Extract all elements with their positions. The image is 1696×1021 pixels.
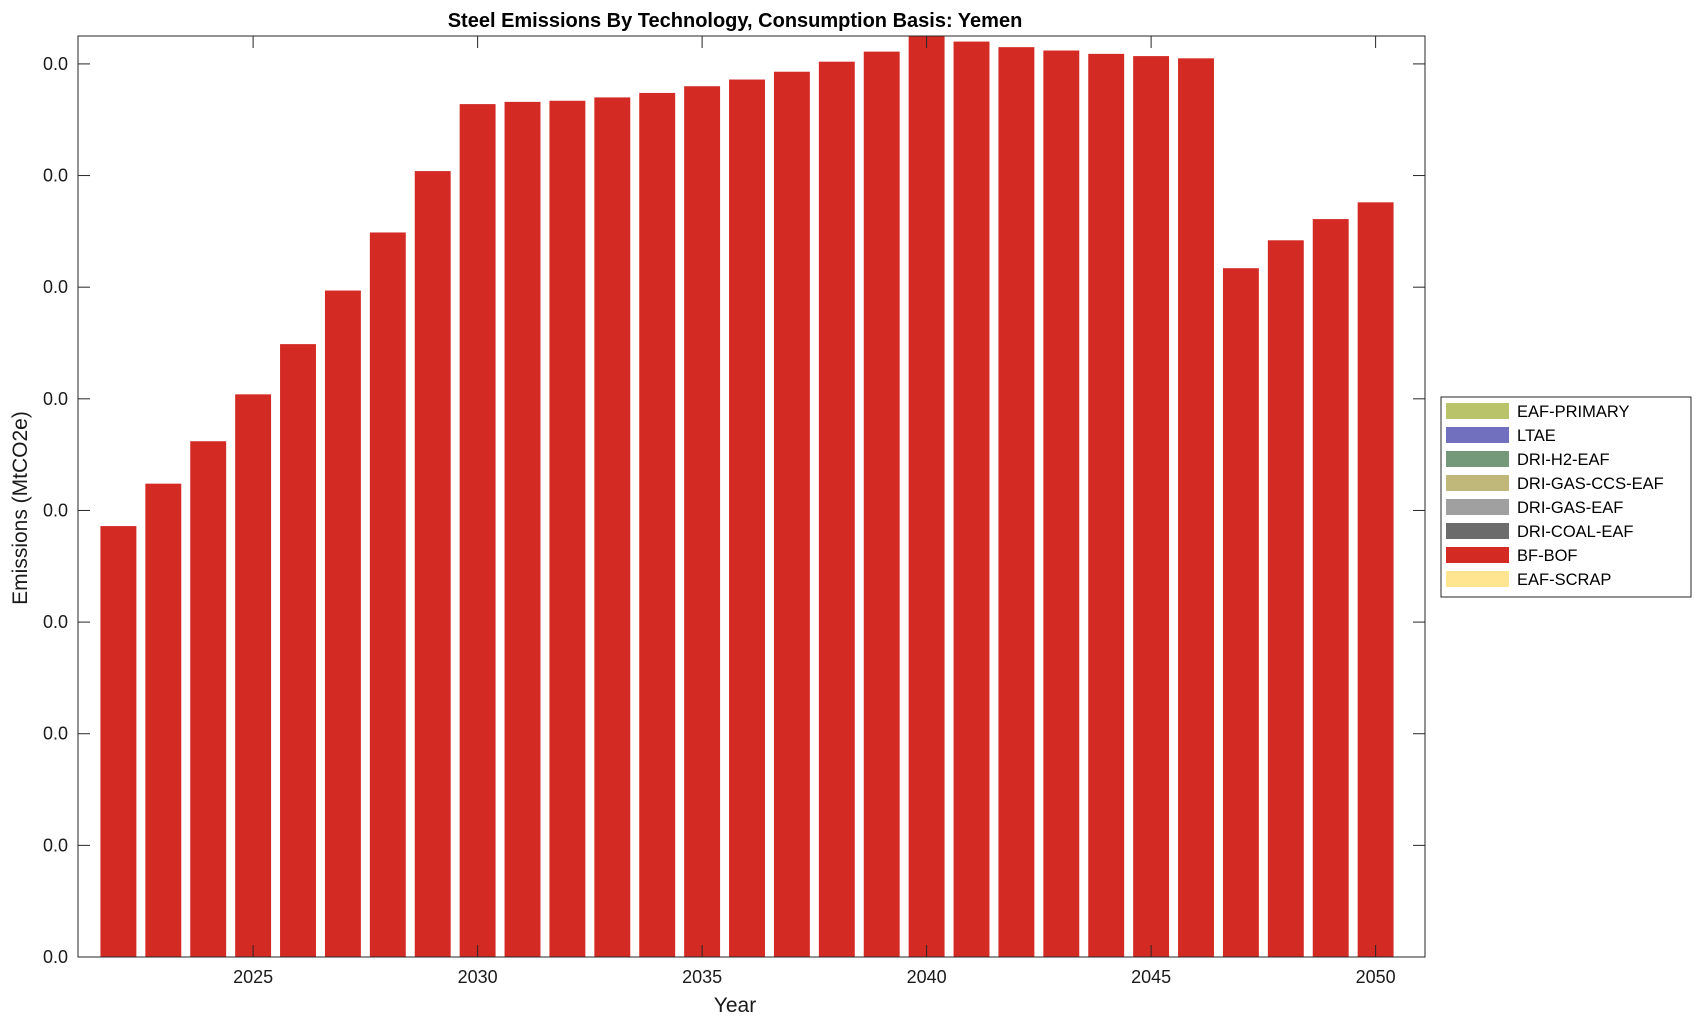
bar-bf-bof-2028 <box>369 232 406 958</box>
x-tick-label: 2050 <box>1356 967 1396 987</box>
legend-label-eaf-scrap: EAF-SCRAP <box>1517 571 1611 589</box>
legend-swatch-dri-h2-eaf <box>1446 451 1509 467</box>
bar-bf-bof-2024 <box>190 441 227 957</box>
y-tick-label: 0.0 <box>43 277 68 297</box>
bar-bf-bof-2044 <box>1088 53 1125 958</box>
x-tick-label: 2025 <box>233 967 273 987</box>
x-tick-labels: 2025 2030 2035 2040 2045 2050 <box>233 967 1396 987</box>
bar-bf-bof-2046 <box>1178 58 1214 957</box>
bar-bf-bof-2031 <box>504 101 541 958</box>
bar-bf-bof-2040 <box>908 36 945 957</box>
bar-bf-bof-2027 <box>324 290 361 957</box>
bar-bf-bof-2038 <box>818 61 855 958</box>
bar-bf-bof-2025 <box>235 394 272 958</box>
bar-bf-bof-2035 <box>684 86 721 958</box>
bar-bf-bof-2023 <box>145 483 182 957</box>
legend-swatch-bf-bof <box>1446 547 1509 563</box>
bar-bf-bof-2036 <box>729 79 765 958</box>
y-tick-label: 0.0 <box>43 724 68 744</box>
bar-bf-bof-2033 <box>594 97 631 957</box>
legend-label-dri-gas-eaf: DRI-GAS-EAF <box>1517 499 1623 517</box>
legend: EAF-PRIMARY LTAE DRI-H2-EAF DRI-GAS-CCS-EAF… <box>1440 396 1692 598</box>
legend-swatch-dri-coal-eaf <box>1446 523 1509 539</box>
bar-bf-bof-2039 <box>863 51 900 957</box>
x-tick-label: 2030 <box>458 967 498 987</box>
y-tick-label: 0.0 <box>43 835 68 855</box>
legend-swatch-dri-gas-ccs-eaf <box>1446 475 1509 491</box>
y-tick-label: 0.0 <box>43 389 68 409</box>
bar-bf-bof-2041 <box>953 41 990 957</box>
y-tick-label: 0.0 <box>43 166 68 186</box>
bars <box>100 36 1394 958</box>
bar-bf-bof-2049 <box>1312 219 1349 957</box>
bar-bf-bof-2026 <box>280 344 316 957</box>
bar-bf-bof-2042 <box>998 47 1035 958</box>
x-tick-label: 2035 <box>682 967 722 987</box>
bar-bf-bof-2048 <box>1267 240 1304 958</box>
legend-label-eaf-primary: EAF-PRIMARY <box>1517 403 1629 421</box>
legend-label-ltae: LTAE <box>1517 427 1556 445</box>
y-tick-label: 0.0 <box>43 500 68 520</box>
legend-swatch-eaf-primary <box>1446 403 1509 419</box>
legend-label-dri-coal-eaf: DRI-COAL-EAF <box>1517 523 1633 541</box>
bar-bf-bof-2032 <box>549 100 586 957</box>
legend-swatch-ltae <box>1446 427 1509 443</box>
x-axis-label: Year <box>714 994 756 1017</box>
bar-bf-bof-2047 <box>1222 268 1259 957</box>
legend-label-bf-bof: BF-BOF <box>1517 547 1578 565</box>
bar-bf-bof-2029 <box>414 171 451 957</box>
bar-bf-bof-2034 <box>639 92 676 958</box>
y-axis-label: Emissions (MtCO2e) <box>9 411 32 605</box>
bar-bf-bof-2022 <box>100 526 137 957</box>
legend-label-dri-h2-eaf: DRI-H2-EAF <box>1517 451 1610 469</box>
x-tick-label: 2045 <box>1131 967 1171 987</box>
bar-bf-bof-2037 <box>773 71 810 958</box>
y-tick-label: 0.0 <box>43 947 68 967</box>
y-tick-label: 0.0 <box>43 612 68 632</box>
chart-title: Steel Emissions By Technology, Consumpti… <box>448 10 1023 32</box>
bar-bf-bof-2030 <box>459 104 496 958</box>
plot-frame <box>77 35 1426 958</box>
y-tick-label: 0.0 <box>43 54 68 74</box>
legend-swatch-eaf-scrap <box>1446 571 1509 587</box>
y-tick-labels: 0.0 0.0 0.0 0.0 0.0 0.0 0.0 0.0 0.0 <box>43 54 68 967</box>
legend-label-dri-gas-ccs-eaf: DRI-GAS-CCS-EAF <box>1517 475 1664 493</box>
bar-bf-bof-2043 <box>1043 50 1080 957</box>
bar-bf-bof-2045 <box>1133 56 1170 957</box>
x-tick-label: 2040 <box>907 967 947 987</box>
legend-swatch-dri-gas-eaf <box>1446 499 1509 515</box>
bar-bf-bof-2050 <box>1357 202 1394 958</box>
